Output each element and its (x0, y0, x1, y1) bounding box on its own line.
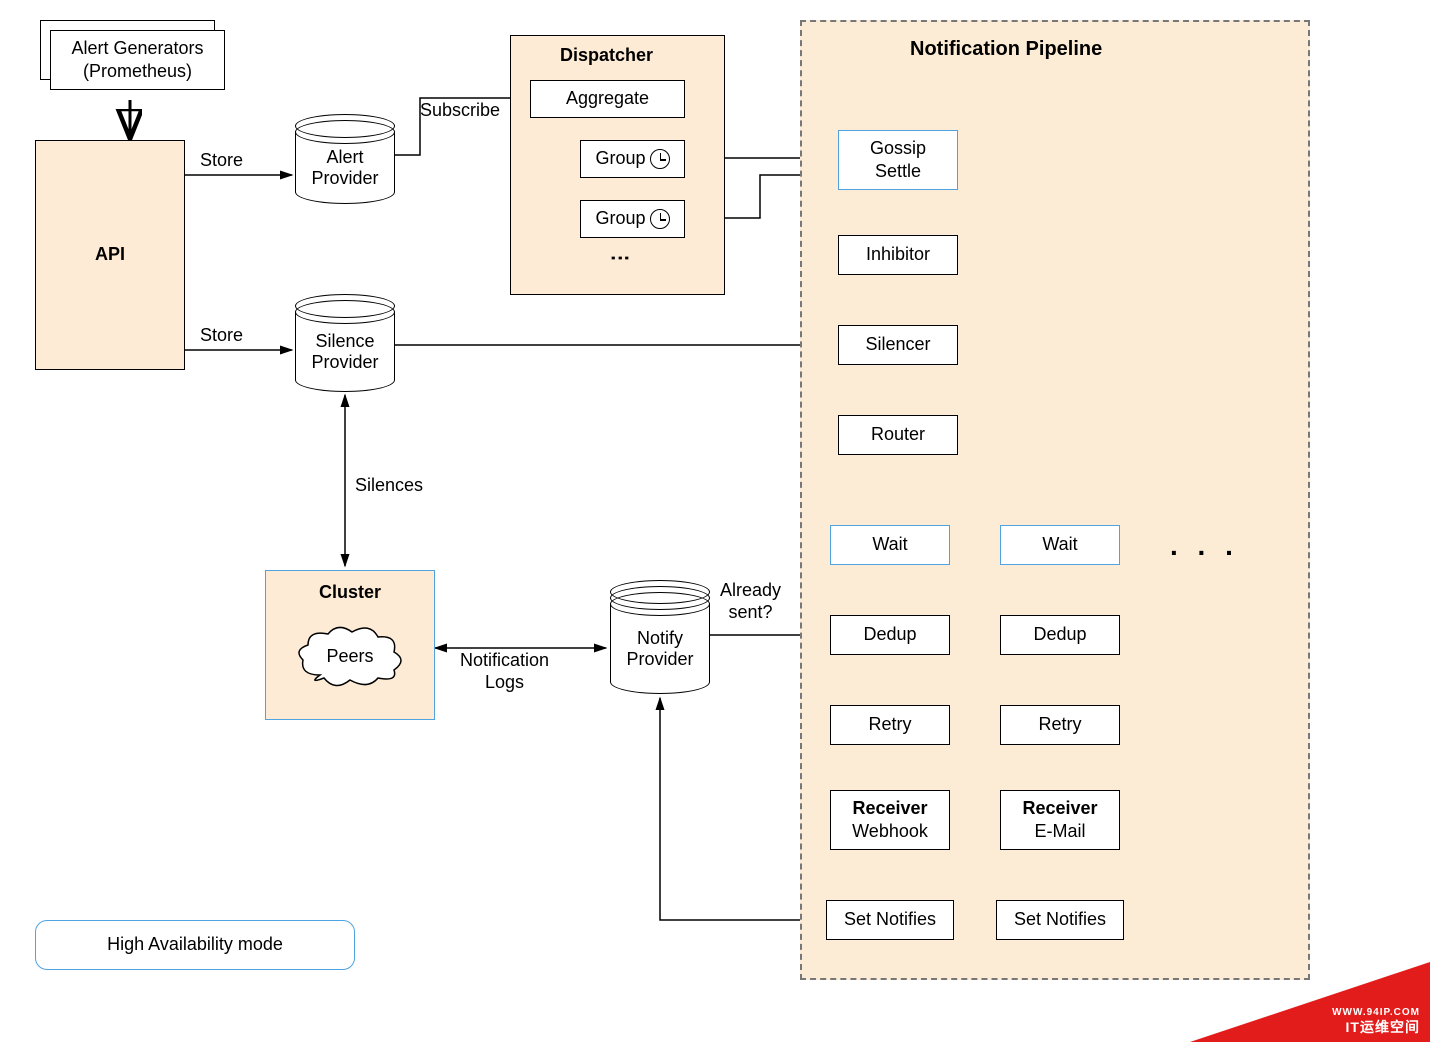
ha-legend-label: High Availability mode (107, 933, 283, 956)
receiver1-sub: Webhook (852, 820, 928, 843)
retry2-box: Retry (1000, 705, 1120, 745)
receiver2-title: Receiver (1022, 797, 1097, 820)
alert-generators-stack: Alert Generators(Prometheus) (40, 20, 225, 90)
wait2-label: Wait (1042, 533, 1077, 556)
api-label: API (95, 243, 125, 266)
watermark-text: WWW.94IP.COM IT运维空间 (1332, 1007, 1420, 1036)
silencer-box: Silencer (838, 325, 958, 365)
pipeline-title: Notification Pipeline (910, 38, 1102, 61)
group1-label: Group (595, 147, 645, 170)
group2-box: Group (580, 200, 685, 238)
dedup2-label: Dedup (1033, 623, 1086, 646)
clock-icon (650, 209, 670, 229)
ha-legend-box: High Availability mode (35, 920, 355, 970)
setnotifies1-label: Set Notifies (844, 908, 936, 931)
setnotifies1-box: Set Notifies (826, 900, 954, 940)
dedup1-box: Dedup (830, 615, 950, 655)
alert-generators-label: Alert Generators(Prometheus) (71, 37, 203, 84)
retry1-box: Retry (830, 705, 950, 745)
subscribe-label: Subscribe (420, 100, 500, 122)
receiver1-box: Receiver Webhook (830, 790, 950, 850)
inhibitor-box: Inhibitor (838, 235, 958, 275)
setnotifies2-box: Set Notifies (996, 900, 1124, 940)
dedup2-box: Dedup (1000, 615, 1120, 655)
inhibitor-label: Inhibitor (866, 243, 930, 266)
alert-provider-label: AlertProvider (311, 147, 378, 189)
silence-provider-cylinder: SilenceProvider (295, 300, 395, 395)
gossip-settle-box: GossipSettle (838, 130, 958, 190)
receiver2-box: Receiver E-Mail (1000, 790, 1120, 850)
aggregate-label: Aggregate (566, 87, 649, 110)
pipeline-ellipsis: . . . (1170, 530, 1239, 562)
svg-text:Peers: Peers (326, 646, 373, 666)
peers-cloud: Peers (290, 620, 410, 695)
silences-label: Silences (355, 475, 423, 497)
store1-label: Store (200, 150, 243, 172)
group2-label: Group (595, 207, 645, 230)
notify-provider-label: NotifyProvider (626, 628, 693, 670)
notification-logs-label: NotificationLogs (460, 650, 549, 693)
wait1-label: Wait (872, 533, 907, 556)
cluster-title: Cluster (319, 581, 381, 604)
dispatcher-ellipsis: ⋮ (608, 248, 632, 270)
clock-icon (650, 149, 670, 169)
wait1-box: Wait (830, 525, 950, 565)
router-label: Router (871, 423, 925, 446)
router-box: Router (838, 415, 958, 455)
wait2-box: Wait (1000, 525, 1120, 565)
already-sent-label: Alreadysent? (720, 580, 781, 623)
group1-box: Group (580, 140, 685, 178)
retry1-label: Retry (868, 713, 911, 736)
retry2-label: Retry (1038, 713, 1081, 736)
api-box: API (35, 140, 185, 370)
notify-provider-cylinder: NotifyProvider (610, 592, 710, 697)
silencer-label: Silencer (865, 333, 930, 356)
alert-provider-cylinder: AlertProvider (295, 120, 395, 205)
receiver1-title: Receiver (852, 797, 927, 820)
dispatcher-title: Dispatcher (560, 45, 653, 66)
store2-label: Store (200, 325, 243, 347)
gossip-settle-label: GossipSettle (870, 137, 926, 184)
silence-provider-label: SilenceProvider (311, 331, 378, 373)
dedup1-label: Dedup (863, 623, 916, 646)
aggregate-box: Aggregate (530, 80, 685, 118)
setnotifies2-label: Set Notifies (1014, 908, 1106, 931)
receiver2-sub: E-Mail (1034, 820, 1085, 843)
